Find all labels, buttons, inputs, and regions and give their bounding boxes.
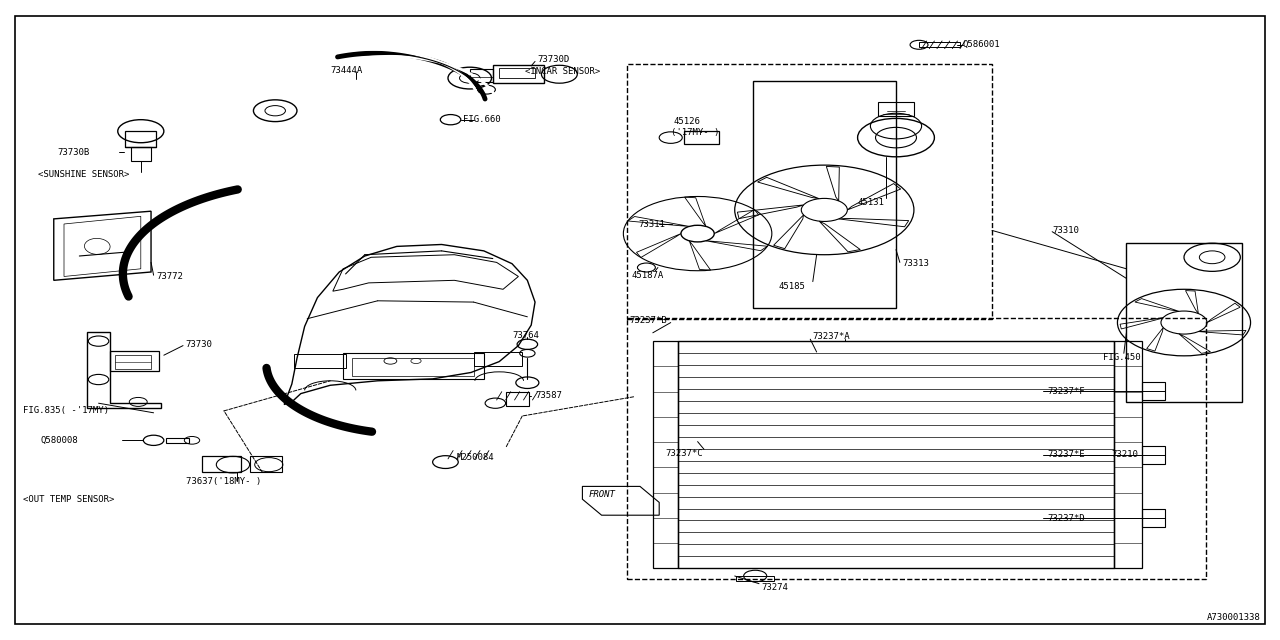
Text: 45131: 45131 bbox=[858, 198, 884, 207]
Bar bbox=[1142, 509, 1165, 527]
Text: M250084: M250084 bbox=[457, 453, 494, 462]
Bar bbox=[684, 131, 719, 144]
Bar bbox=[343, 353, 484, 379]
Bar bbox=[653, 341, 678, 568]
Bar bbox=[470, 69, 493, 82]
Text: <OUT TEMP SENSOR>: <OUT TEMP SENSOR> bbox=[23, 495, 114, 504]
Bar bbox=[499, 68, 535, 78]
Bar bbox=[1142, 446, 1165, 464]
Bar bbox=[166, 438, 189, 443]
Text: 73730D: 73730D bbox=[538, 55, 570, 64]
Text: 73310: 73310 bbox=[1052, 226, 1079, 235]
Text: 73311: 73311 bbox=[639, 220, 666, 228]
Text: <INCAR SENSOR>: <INCAR SENSOR> bbox=[525, 67, 600, 76]
Bar bbox=[1126, 243, 1242, 402]
Bar bbox=[474, 352, 522, 366]
Text: 73730: 73730 bbox=[186, 340, 212, 349]
Text: FIG.450: FIG.450 bbox=[1103, 353, 1140, 362]
Text: 73730B: 73730B bbox=[58, 148, 90, 157]
Text: 73237*A: 73237*A bbox=[813, 332, 850, 341]
Bar bbox=[131, 147, 151, 161]
Text: A730001338: A730001338 bbox=[1207, 613, 1261, 622]
Bar bbox=[125, 131, 156, 147]
Bar bbox=[1114, 341, 1142, 568]
Bar bbox=[678, 341, 1114, 568]
Text: ('17MY- ): ('17MY- ) bbox=[671, 128, 719, 137]
Text: 73274: 73274 bbox=[762, 583, 788, 592]
Text: 73444A: 73444A bbox=[330, 66, 362, 75]
Text: 45126: 45126 bbox=[673, 117, 700, 126]
Bar bbox=[202, 456, 241, 472]
Text: Q586001: Q586001 bbox=[963, 40, 1000, 49]
Text: 73772: 73772 bbox=[156, 272, 183, 281]
Bar bbox=[110, 351, 159, 371]
Bar bbox=[294, 354, 346, 368]
Bar bbox=[753, 81, 896, 308]
Bar bbox=[352, 358, 474, 376]
Bar bbox=[1142, 382, 1165, 400]
Text: 73237*F: 73237*F bbox=[1047, 387, 1084, 396]
Text: 73210: 73210 bbox=[1111, 450, 1138, 460]
Text: 73237*C: 73237*C bbox=[666, 449, 703, 458]
Text: <SUNSHINE SENSOR>: <SUNSHINE SENSOR> bbox=[38, 170, 129, 179]
Bar bbox=[250, 456, 282, 472]
Text: 73587: 73587 bbox=[535, 391, 562, 400]
Text: Q580008: Q580008 bbox=[41, 436, 78, 445]
Bar bbox=[506, 392, 529, 406]
Bar bbox=[627, 318, 1206, 579]
Text: 45187A: 45187A bbox=[631, 271, 663, 280]
Text: FIG.835( -'17MY): FIG.835( -'17MY) bbox=[23, 406, 109, 415]
Bar bbox=[115, 355, 151, 369]
Bar bbox=[736, 576, 774, 581]
Bar bbox=[919, 42, 960, 47]
Text: 73237*E: 73237*E bbox=[1047, 450, 1084, 460]
Text: 73237*B: 73237*B bbox=[630, 316, 667, 324]
Bar bbox=[627, 64, 992, 319]
Text: 45185: 45185 bbox=[778, 282, 805, 291]
Bar bbox=[493, 65, 544, 83]
Text: 73637('18MY- ): 73637('18MY- ) bbox=[186, 477, 261, 486]
Text: 73313: 73313 bbox=[902, 259, 929, 268]
Text: FIG.660: FIG.660 bbox=[463, 115, 500, 124]
Bar bbox=[878, 102, 914, 116]
Text: FRONT: FRONT bbox=[589, 490, 616, 499]
Text: 73237*D: 73237*D bbox=[1047, 514, 1084, 523]
Text: 73764: 73764 bbox=[512, 331, 539, 340]
